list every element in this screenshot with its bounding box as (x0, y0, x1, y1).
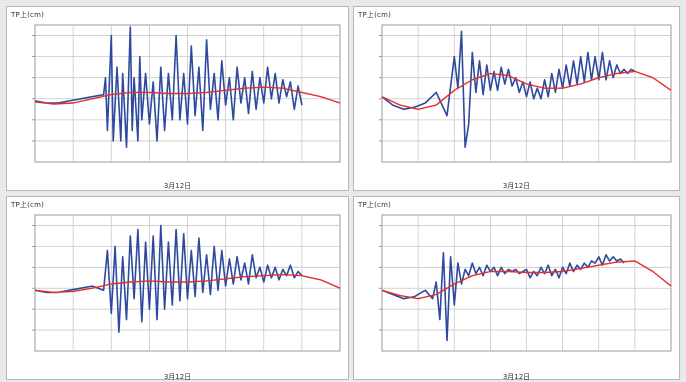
series-line-red (34, 86, 341, 105)
series-line-blue (381, 251, 625, 342)
y-axis-label: TP上(cm) (11, 11, 45, 19)
series-line-blue (381, 30, 636, 148)
y-axis-label: TP上(cm) (11, 201, 45, 209)
chart-svg-4 (379, 214, 672, 352)
series-line-red (34, 273, 341, 294)
chart-svg-3 (32, 214, 341, 352)
chart-panel-4: TP上(cm) 3月12日 (353, 196, 680, 381)
series-line-blue (34, 26, 303, 148)
series-line-red (381, 260, 672, 300)
chart-svg-1 (32, 24, 341, 163)
x-axis-label: 3月12日 (163, 373, 192, 381)
chart-panel-2: TP上(cm) 3月12日 (353, 6, 680, 191)
series-line-red (381, 70, 672, 111)
series-line-blue (34, 224, 303, 333)
x-axis-label: 3月12日 (502, 373, 531, 381)
x-axis-label: 3月12日 (502, 182, 531, 190)
chart-panel-3: TP上(cm) 3月12日 (6, 196, 349, 381)
x-axis-label: 3月12日 (163, 182, 192, 190)
y-axis-label: TP上(cm) (358, 201, 392, 209)
chart-svg-2 (379, 24, 672, 163)
y-axis-label: TP上(cm) (358, 11, 392, 19)
chart-panel-1: TP上(cm) 3月12日 (6, 6, 349, 191)
